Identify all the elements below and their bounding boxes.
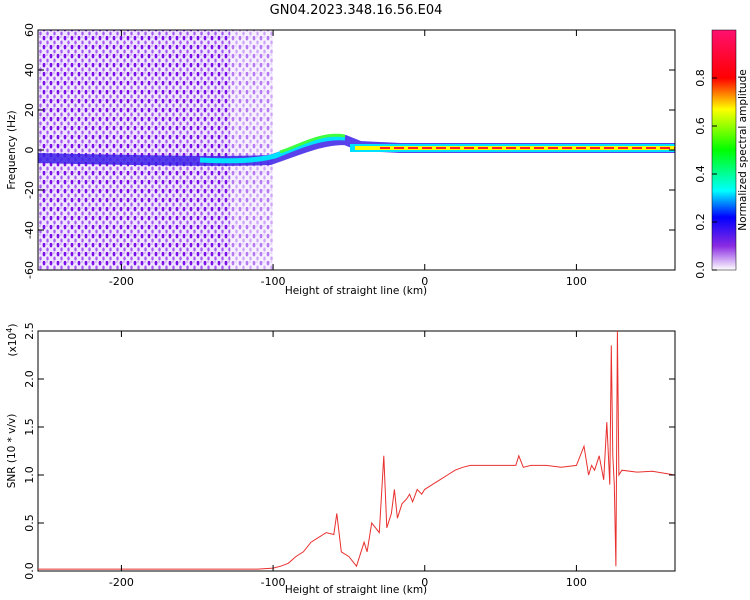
colorbar-tick-label: 0.4 [694,165,707,183]
snr-xtick-label: -200 [109,576,134,589]
snr-xtick-label: 100 [566,576,587,589]
colorbar-gradient [711,29,737,271]
colorbar: 0.0 0.2 0.4 0.6 0.8 Normalized spectral ampl… [694,29,749,279]
snr-xlabel: Height of straight line (km) [285,584,427,596]
colorbar-tick-label: 0.0 [694,261,707,279]
snr-xtick-label: -100 [261,576,286,589]
snr-ytick-label: 2.0 [23,370,36,388]
figure-title: GN04.2023.348.16.56.E04 [270,3,443,18]
ridge-cyan [199,135,346,164]
snr-ytick-label: 0.5 [23,514,36,532]
spectrogram-xtick-label: -200 [109,275,134,288]
spectrogram-xlabel: Height of straight line (km) [285,285,427,297]
spectrogram-ytick-label: 60 [23,23,36,37]
snr-axes: -200 -100 0 100 0.0 0.5 1.0 1.5 2.0 2.5 [23,322,675,589]
noise-fade [230,30,275,270]
spectrogram-xtick-label: 100 [566,275,587,288]
spectrogram-xtick-label: 0 [421,275,428,288]
colorbar-label: Normalized spectral amplitude [737,69,749,230]
snr-scale-label: (x104) [5,324,19,357]
snr-ytick-label: 0.0 [23,562,36,580]
spectrogram-ytick-label: -20 [23,181,36,199]
snr-xtick-label: 0 [421,576,428,589]
spectrogram-ytick-label: -40 [23,221,36,239]
spectrogram-ytick-label: 0 [23,147,36,154]
colorbar-tick-label: 0.2 [694,213,707,231]
colorbar-tick-label: 0.6 [694,117,707,135]
snr-ylabel: SNR (10 * v/v) [6,414,18,489]
spectrogram-ytick-label: 20 [23,103,36,117]
snr-frame [37,330,676,572]
colorbar-axis: 0.0 0.2 0.4 0.6 0.8 [694,69,717,279]
ridge-green [279,133,346,154]
noise-region [38,30,273,270]
colorbar-tick-label: 0.8 [694,69,707,87]
snr-series-line [38,331,675,570]
snr-panel: -200 -100 0 100 0.0 0.5 1.0 1.5 2.0 2.5 Height of… [5,322,676,596]
spectrogram-ylabel: Frequency (Hz) [6,110,18,189]
snr-ytick-label: 1.0 [23,466,36,484]
spectrogram-ytick-label: 40 [23,63,36,77]
spectrogram-image [38,30,675,270]
snr-ytick-label: 2.5 [23,322,36,340]
snr-ytick-label: 1.5 [23,418,36,436]
spectrogram-xtick-label: -100 [261,275,286,288]
spectrogram-ytick-label: -60 [23,261,36,279]
